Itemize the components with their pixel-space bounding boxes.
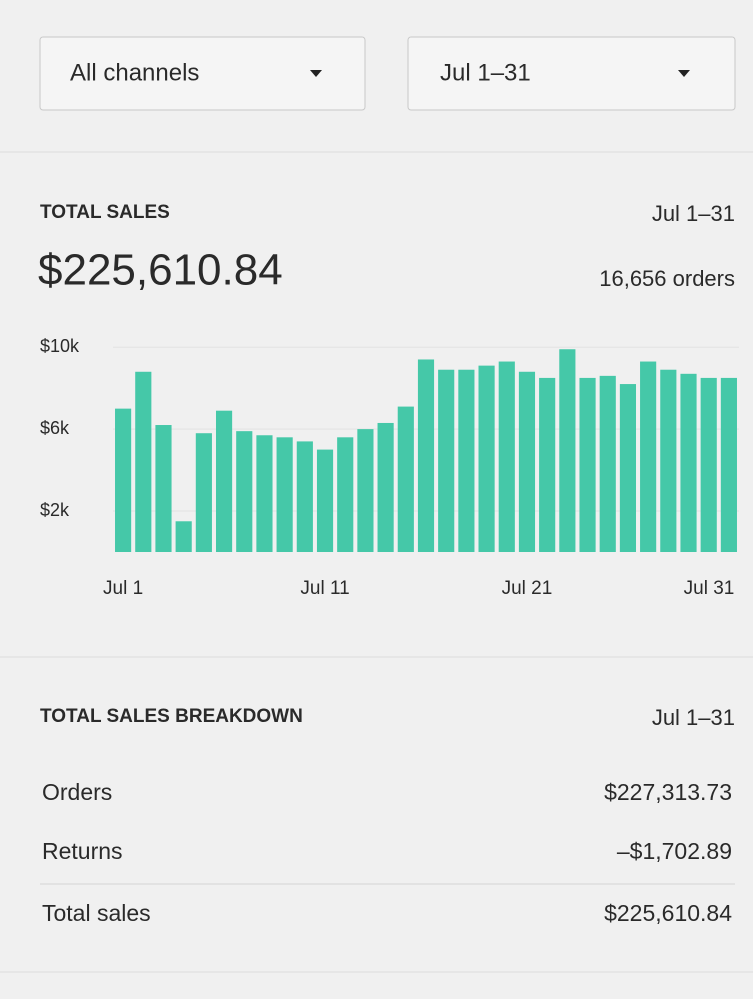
row-label: Total sales — [42, 900, 151, 926]
bar — [297, 441, 313, 552]
page: All channels Jul 1–31 TOTAL SALES Jul 1–… — [0, 0, 753, 999]
bar — [317, 450, 333, 552]
bar — [196, 433, 212, 552]
bar — [155, 425, 171, 552]
x-tick-label: Jul 11 — [300, 578, 349, 599]
bar — [378, 423, 394, 552]
bar — [620, 384, 636, 552]
bar — [236, 431, 252, 552]
row-value: –$1,702.89 — [617, 838, 732, 864]
bar — [499, 362, 515, 552]
x-tick-label: Jul 1 — [103, 578, 143, 599]
channel-label: All channels — [70, 59, 199, 86]
bar — [539, 378, 555, 552]
bar — [721, 378, 737, 552]
bar — [438, 370, 454, 552]
bar — [176, 521, 192, 552]
x-tick-label: Jul 21 — [502, 578, 553, 599]
order-count: 16,656 orders — [599, 266, 735, 291]
bar — [398, 407, 414, 552]
bar — [640, 362, 656, 552]
bar — [458, 370, 474, 552]
row-label: Orders — [42, 779, 112, 805]
bar — [660, 370, 676, 552]
bar — [115, 409, 131, 552]
x-tick-label: Jul 31 — [684, 578, 735, 599]
bar — [216, 411, 232, 552]
y-tick-label: $10k — [40, 336, 80, 356]
bar — [600, 376, 616, 552]
bar — [418, 359, 434, 552]
bar — [680, 374, 696, 552]
screen: All channels Jul 1–31 TOTAL SALES Jul 1–… — [0, 0, 753, 999]
bar — [559, 349, 575, 552]
date-label: Jul 1–31 — [440, 59, 531, 86]
row-value: $225,610.84 — [604, 900, 732, 926]
bar — [519, 372, 535, 552]
bar — [579, 378, 595, 552]
bar — [256, 435, 272, 552]
row-value: $227,313.73 — [604, 779, 732, 805]
bar — [337, 437, 353, 552]
y-tick-label: $2k — [40, 500, 70, 520]
section-title: TOTAL SALES — [40, 202, 170, 223]
row-label: Returns — [42, 838, 123, 864]
bar — [357, 429, 373, 552]
section-date: Jul 1–31 — [652, 705, 735, 730]
bar — [479, 366, 495, 552]
bar — [135, 372, 151, 552]
bar — [701, 378, 717, 552]
section-date: Jul 1–31 — [652, 201, 735, 226]
section-title: TOTAL SALES BREAKDOWN — [40, 706, 303, 727]
bar — [277, 437, 293, 552]
total-amount: $225,610.84 — [38, 246, 283, 295]
y-tick-label: $6k — [40, 418, 70, 438]
